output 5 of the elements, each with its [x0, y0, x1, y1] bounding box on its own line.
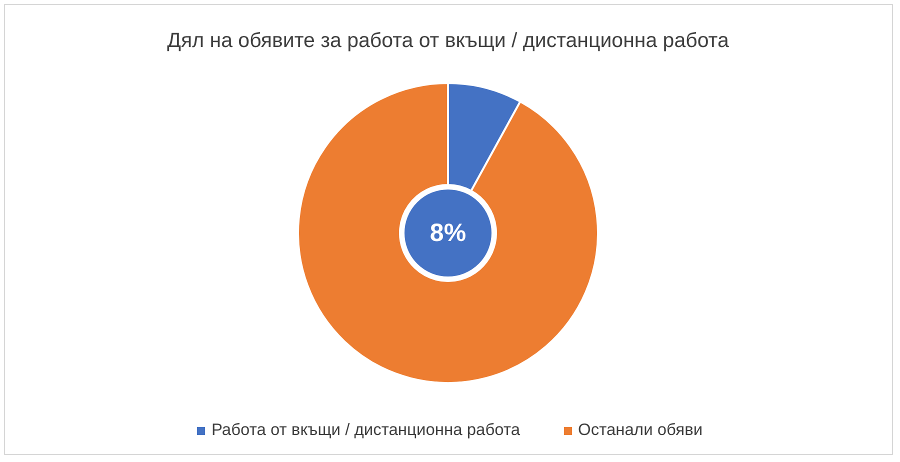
legend-label: Останали обяви [578, 421, 703, 439]
chart-title: Дял на обявите за работа от вкъщи / дистанционна работа [166, 29, 730, 53]
data-label: 8% [430, 219, 466, 247]
legend-label: Работа от вкъщи / дистанционна работа [211, 421, 520, 439]
donut-slice [297, 82, 599, 384]
